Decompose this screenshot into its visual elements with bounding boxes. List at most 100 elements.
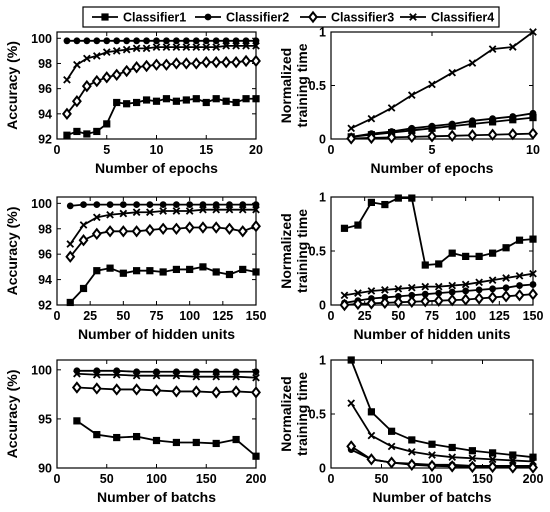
x-tick-label: 5 [429,143,436,157]
data-point [387,442,396,451]
data-point [172,438,180,447]
data-point [448,281,457,290]
y-axis-label-line2: training time [294,43,310,127]
x-tick-label: 25 [83,309,97,323]
data-point [66,240,75,248]
data-point [146,208,154,217]
data-point [199,205,207,214]
data-point [448,68,457,77]
y-tick-label: 94 [38,273,52,287]
y-tick-label: 1 [319,26,326,40]
data-point [354,221,362,229]
data-point [133,267,141,275]
subplot-1: 0 5 10 15 20 92 94 96 98 100 Number of epochs Accur… [4,31,263,176]
data-point [163,37,170,45]
x-tick-label: 5 [103,143,110,157]
data-point [347,124,356,133]
data-point [173,37,180,45]
data-point [367,114,376,123]
data-point [507,127,518,141]
data-point [83,130,91,138]
data-point [221,56,232,69]
data-point [251,54,261,68]
data-point [508,43,517,51]
y-axis-label-line1: Normalized [278,48,294,123]
data-point [489,285,496,293]
series-line [351,112,534,138]
data-point [171,57,182,70]
data-point [340,291,349,300]
y-tick-label: 0.5 [309,245,326,259]
x-tick-label: 50 [116,309,130,323]
series-classifier4 [340,269,537,300]
data-point [102,48,111,56]
y-axis-label: Normalized training time [278,372,310,456]
data-point [433,294,444,307]
y-tick-label: 0 [319,462,326,476]
series-line [350,359,534,459]
series-classifier1 [66,263,260,307]
y-tick-label: 95 [38,412,52,426]
series-classifier3 [339,287,538,312]
data-point [354,289,362,297]
data-point [388,427,396,435]
data-point [428,80,436,89]
x-tick-label: 150 [523,309,544,323]
data-point [381,200,389,209]
data-point [468,447,476,455]
data-point [347,356,355,364]
data-point [199,201,207,209]
x-tick-label: 15 [199,143,213,157]
data-point [232,37,240,45]
data-point [212,205,221,214]
data-point [386,456,397,469]
y-tick-label: 98 [38,57,52,71]
data-point [172,265,180,274]
data-point [367,431,376,440]
x-tick-label: 150 [196,472,217,486]
data-point [118,225,129,238]
x-tick-label: 0 [54,472,61,486]
data-point [79,284,88,293]
data-point [529,453,537,461]
legend-marker [204,13,212,21]
series-classifier4 [347,399,537,466]
data-point [379,296,390,310]
x-tick-label: 200 [246,472,267,486]
subplot-3: 0 25 50 75 100 125 150 92 94 96 98 100 Number of hid… [4,196,266,342]
data-point [73,417,81,425]
data-point [181,57,192,70]
data-point [192,95,200,103]
data-point [252,201,260,209]
data-point [153,37,160,45]
data-point [159,207,167,215]
data-point [222,97,230,105]
data-point [447,129,458,142]
x-tick-label: 10 [526,143,540,157]
data-point [73,37,81,45]
y-tick-label: 96 [38,82,52,96]
y-tick-label: 98 [38,222,52,236]
data-point [232,372,240,381]
series-line [351,116,534,138]
data-point [106,264,114,272]
data-point [434,282,443,291]
series-classifier2 [73,367,260,376]
y-tick-label: 1 [319,191,326,205]
data-point [408,436,416,444]
legend-label: Classifier4 [431,11,494,25]
x-axis-label: Number of epochs [371,160,494,176]
data-point [151,58,162,71]
data-point [202,37,210,45]
data-point [468,454,477,463]
legend-item-classifier4: Classifier4 [400,11,494,25]
legend-item-classifier3: Classifier3 [300,11,394,25]
data-point [93,127,101,136]
data-point [142,96,151,104]
data-point [133,98,141,107]
data-point [202,43,211,51]
series-classifier2 [66,201,260,210]
data-point [394,284,403,293]
series-classifier1 [63,95,260,139]
data-point [239,201,247,209]
